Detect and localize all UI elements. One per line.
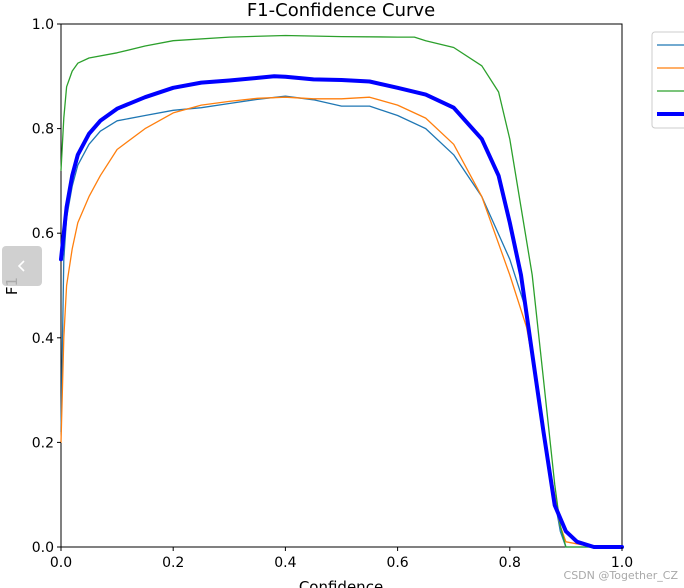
x-tick-label: 0.8 [499, 555, 521, 571]
x-tick-label: 0.2 [162, 555, 184, 571]
x-tick-label: 0.0 [50, 555, 72, 571]
watermark: CSDN @Together_CZ [563, 569, 678, 582]
legend-box [651, 31, 684, 129]
series-line-3 [60, 34, 623, 548]
chart-title: F1-Confidence Curve [247, 0, 435, 21]
y-tick-label: 0.0 [32, 540, 54, 556]
x-axis: 0.0 0.2 0.4 0.6 0.8 1.0 [50, 547, 633, 571]
x-axis-label: Confidence [299, 578, 383, 588]
x-tick-label: 0.6 [386, 555, 408, 571]
y-tick-label: 0.8 [32, 122, 54, 138]
y-tick-label: 0.6 [32, 226, 54, 242]
legend [651, 31, 684, 129]
previous-button[interactable] [2, 246, 42, 286]
x-tick-label: 0.4 [274, 555, 296, 571]
y-axis: 0.0 0.2 0.4 0.6 0.8 1.0 [32, 17, 61, 556]
x-tick-label: 1.0 [611, 555, 633, 571]
plot-frame [60, 23, 623, 548]
y-tick-label: 0.4 [32, 331, 54, 347]
plot-area [59, 23, 624, 549]
y-tick-label: 0.2 [32, 435, 54, 451]
series-line-4 [59, 74, 624, 549]
chevron-left-icon [17, 260, 25, 272]
y-tick-label: 1.0 [32, 17, 54, 33]
